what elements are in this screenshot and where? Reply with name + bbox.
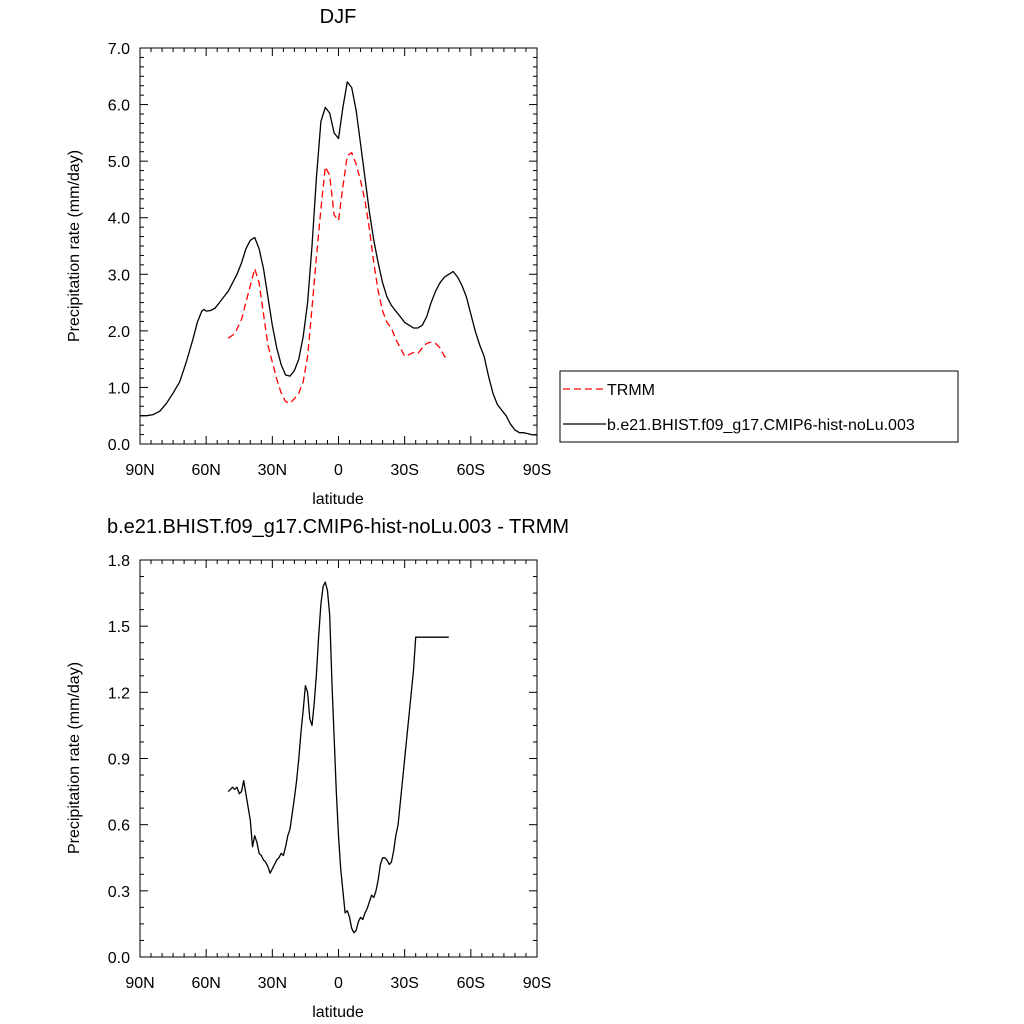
panel-difference: b.e21.BHIST.f09_g17.CMIP6-hist-noLu.003 … [66,516,569,1021]
y-tick-label: 1.8 [108,553,130,570]
y-tick-label: 1.0 [108,380,130,397]
axis-ticks: 90N 60N 30N 0 30S 60S 90S 0.0 0.3 0.6 0.9 1.2 1.5 1.8 [108,553,551,992]
y-axis-label: Precipitation rate (mm/day) [66,662,83,854]
x-tick-label: 90S [523,462,551,479]
y-tick-label: 0.6 [108,818,130,835]
axis-ticks: 90N 60N 30N 0 30S 60S 90S 0.0 1.0 2.0 3.0 4.0 5.0 6.0… [108,41,551,479]
x-tick-label: 90S [523,975,551,992]
y-axis-label: Precipitation rate (mm/day) [66,150,83,342]
y-tick-label: 6.0 [108,98,130,115]
x-tick-label: 60S [457,462,485,479]
y-tick-label: 1.2 [108,685,130,702]
x-tick-label: 60N [191,462,220,479]
y-tick-label: 0.9 [108,752,130,769]
x-axis-label: latitude [312,1004,364,1021]
series-line-trmm [227,152,450,404]
y-tick-label: 0.0 [108,950,130,967]
panel-djf: DJF 90N 60N 30N 0 30S 60S 90S 0.0 1.0 2.0 3.0 4.0 5.… [66,6,551,508]
series-line-difference [227,581,449,934]
x-axis-label: latitude [312,491,364,508]
y-tick-label: 0.0 [108,437,130,454]
x-tick-label: 60N [191,975,220,992]
plot-frame [139,559,538,958]
plot-frame [139,47,538,445]
y-tick-label: 4.0 [108,211,130,228]
x-tick-label: 90N [125,975,154,992]
y-tick-label: 3.0 [108,267,130,284]
legend-label-trmm: TRMM [607,382,655,399]
x-tick-label: 0 [334,975,343,992]
legend-label-model: b.e21.BHIST.f09_g17.CMIP6-hist-noLu.003 [607,417,915,434]
y-tick-label: 2.0 [108,324,130,341]
x-tick-label: 30S [390,462,418,479]
chart-title: b.e21.BHIST.f09_g17.CMIP6-hist-noLu.003 … [107,516,569,538]
x-tick-label: 90N [125,462,154,479]
y-tick-label: 1.5 [108,619,130,636]
series-group [227,581,449,934]
series-line-model [140,81,537,436]
y-tick-label: 0.3 [108,884,130,901]
chart-title: DJF [320,6,357,28]
y-tick-label: 5.0 [108,154,130,171]
x-tick-label: 30N [258,975,287,992]
legend-box [559,370,959,443]
x-tick-label: 30N [258,462,287,479]
x-tick-label: 30S [390,975,418,992]
y-tick-label: 7.0 [108,41,130,58]
x-tick-label: 0 [334,462,343,479]
series-group [140,81,537,436]
x-tick-label: 60S [457,975,485,992]
legend: TRMM b.e21.BHIST.f09_g17.CMIP6-hist-noLu… [559,370,959,443]
